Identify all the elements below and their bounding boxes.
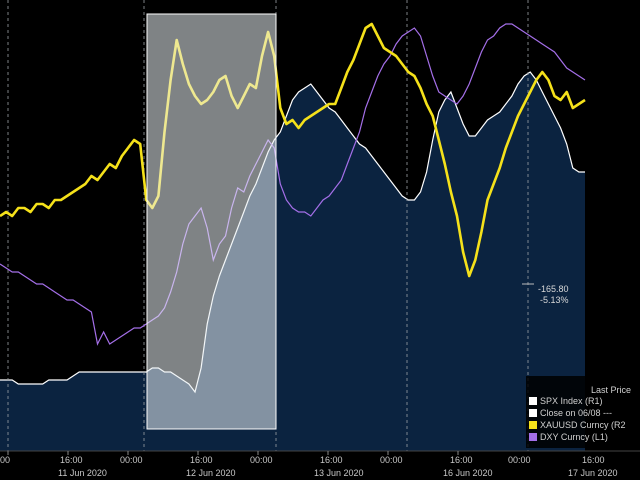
date-label-4: 17 Jun 2020 xyxy=(568,468,618,478)
legend-swatch-3 xyxy=(529,433,537,441)
x-tick-label-1: 16:00 xyxy=(60,455,83,465)
x-axis: 00 16:00 00:00 16:00 00:00 16:00 00:00 16:00 16:… xyxy=(0,450,640,478)
legend-swatch-1 xyxy=(529,409,537,417)
xauusd-line xyxy=(0,22,586,278)
legend-background xyxy=(526,376,640,448)
x-tick-label-extra: 16:00 xyxy=(582,455,605,465)
legend-swatch-2 xyxy=(529,421,537,429)
legend: Last Price SPX Index (R1) Close on 06/08 … xyxy=(526,376,640,448)
x-tick-label-2: 00:00 xyxy=(120,455,143,465)
readout-percent: -5.13% xyxy=(540,295,569,305)
legend-label-1: Close on 06/08 --- xyxy=(540,408,612,418)
spx-line xyxy=(0,71,585,394)
spx-area-series xyxy=(0,71,585,451)
legend-title: Last Price xyxy=(591,385,631,395)
readout-value: -165.80 xyxy=(538,284,569,294)
legend-label-2: XAUUSD Curncy (R2 xyxy=(540,420,626,430)
x-tick-label-7: 16:00 xyxy=(450,455,473,465)
x-tick-label-6: 00:00 xyxy=(380,455,403,465)
dxy-line xyxy=(0,23,586,346)
legend-label-3: DXY Curncy (L1) xyxy=(540,432,608,442)
xauusd-series xyxy=(0,22,586,278)
x-tick-label-0: 00 xyxy=(0,455,10,465)
dxy-series xyxy=(0,23,586,346)
legend-label-0: SPX Index (R1) xyxy=(540,396,603,406)
date-label-0: 11 Jun 2020 xyxy=(58,468,107,478)
date-label-3: 16 Jun 2020 xyxy=(443,468,493,478)
legend-swatch-0 xyxy=(529,397,537,405)
x-tick-label-4: 00:00 xyxy=(250,455,273,465)
spx-area-fill xyxy=(0,72,585,451)
x-tick-label-3: 16:00 xyxy=(190,455,213,465)
last-value-readout: -165.80 -5.13% xyxy=(522,283,569,305)
x-tick-label-extra-2: 00:00 xyxy=(508,455,531,465)
date-label-2: 13 Jun 2020 xyxy=(314,468,364,478)
highlight-box[interactable] xyxy=(146,13,277,430)
date-label-1: 12 Jun 2020 xyxy=(186,468,236,478)
x-tick-label-5: 16:00 xyxy=(320,455,343,465)
